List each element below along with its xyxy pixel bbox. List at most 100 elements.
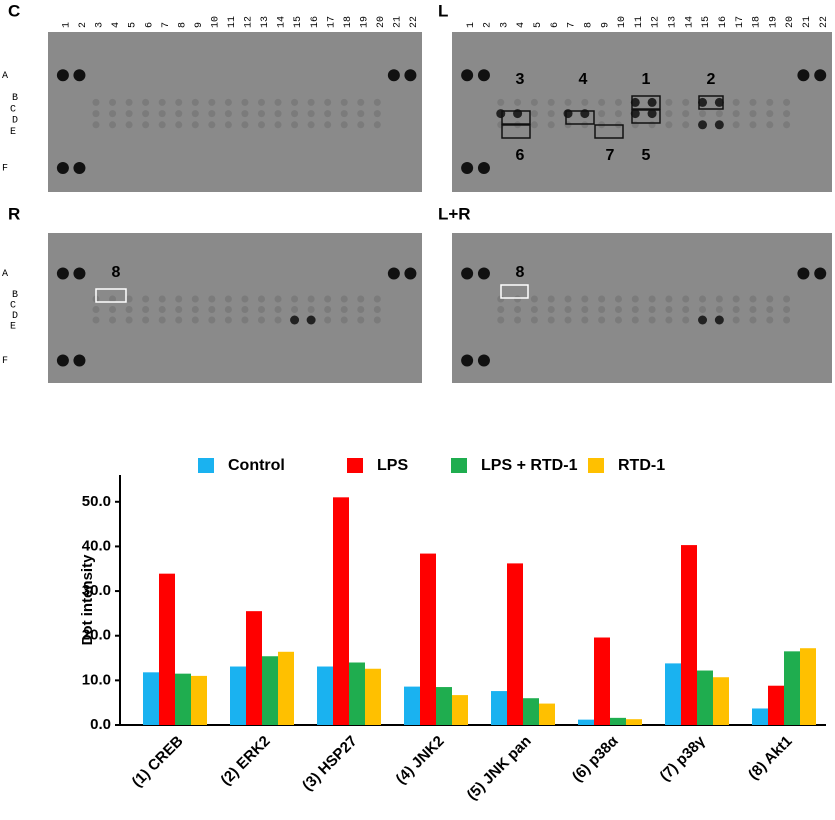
column-number: 13 xyxy=(668,16,679,28)
dot xyxy=(274,121,282,129)
box-label: 8 xyxy=(112,264,121,281)
bar xyxy=(365,668,381,725)
row-letter: B xyxy=(12,290,18,301)
bar xyxy=(800,648,816,725)
dot xyxy=(564,316,572,324)
dot xyxy=(208,306,216,313)
legend-label: Control xyxy=(228,457,285,474)
dot xyxy=(387,69,400,82)
dot xyxy=(477,69,490,82)
column-number: 5 xyxy=(128,22,139,28)
dot xyxy=(340,98,348,106)
dot xyxy=(547,316,555,324)
dot xyxy=(783,121,791,129)
dot xyxy=(241,121,249,129)
bar xyxy=(452,695,468,725)
dot xyxy=(109,306,117,313)
dot xyxy=(648,306,656,313)
dot xyxy=(665,110,673,118)
dot xyxy=(125,306,133,313)
dot xyxy=(324,121,332,129)
bar xyxy=(594,637,610,725)
dot xyxy=(324,110,332,118)
dot xyxy=(109,110,117,118)
column-number: 1 xyxy=(62,22,73,28)
box-label: 2 xyxy=(707,71,716,88)
bar xyxy=(262,656,278,725)
dot xyxy=(461,162,474,174)
row-letter: A xyxy=(2,71,8,82)
dot xyxy=(682,295,690,303)
x-tick-label: (5) JNK pan xyxy=(464,733,535,804)
bar xyxy=(246,611,262,725)
bar xyxy=(349,662,365,725)
dot xyxy=(191,295,199,303)
dot xyxy=(241,306,249,313)
column-number: 22 xyxy=(409,16,420,28)
y-tick-label: 30.0 xyxy=(82,582,111,599)
bar xyxy=(420,553,436,725)
dot xyxy=(373,98,381,106)
dot xyxy=(530,295,538,303)
dot xyxy=(142,121,150,129)
column-number: 17 xyxy=(326,16,337,28)
column-number: 2 xyxy=(78,22,89,28)
box xyxy=(501,124,531,139)
dot xyxy=(783,295,791,303)
dot xyxy=(714,120,724,130)
dot xyxy=(749,98,757,106)
box-label: 7 xyxy=(606,147,615,164)
dot xyxy=(357,306,365,313)
dot xyxy=(547,98,555,106)
box xyxy=(631,95,661,110)
dot xyxy=(514,316,522,324)
dot xyxy=(682,316,690,324)
dot xyxy=(715,306,723,313)
dot xyxy=(564,306,572,313)
dot xyxy=(665,121,673,129)
dot xyxy=(614,295,622,303)
x-tick-label: (2) ERK2 xyxy=(217,733,273,789)
box xyxy=(501,110,531,125)
dot xyxy=(175,98,183,106)
dot xyxy=(274,316,282,324)
dot xyxy=(56,69,69,82)
dot xyxy=(783,316,791,324)
column-number: 3 xyxy=(499,22,510,28)
box-label: 3 xyxy=(516,71,525,88)
dot xyxy=(547,295,555,303)
dot xyxy=(191,121,199,129)
legend-swatch xyxy=(198,458,214,473)
dot xyxy=(714,315,724,325)
dot xyxy=(357,316,365,324)
box-label: 6 xyxy=(516,147,525,164)
column-number: 4 xyxy=(111,22,122,28)
dot xyxy=(581,98,589,106)
dot xyxy=(291,121,299,129)
dot xyxy=(257,306,265,313)
dot xyxy=(547,306,555,313)
dot xyxy=(497,98,505,106)
box xyxy=(565,110,595,125)
dot xyxy=(73,162,86,174)
bar xyxy=(175,673,191,725)
dot xyxy=(224,295,232,303)
column-number: 9 xyxy=(194,22,205,28)
dot xyxy=(158,121,166,129)
legend-swatch xyxy=(588,458,604,473)
dot xyxy=(357,121,365,129)
column-number: 19 xyxy=(359,16,370,28)
dot xyxy=(340,121,348,129)
bar xyxy=(539,703,555,725)
dot xyxy=(766,110,774,118)
panel-label: L+R xyxy=(438,204,471,223)
column-number: 14 xyxy=(684,16,695,28)
dot xyxy=(797,69,810,82)
dot xyxy=(208,316,216,324)
bar xyxy=(159,573,175,725)
dot xyxy=(125,121,133,129)
dot xyxy=(224,316,232,324)
dot xyxy=(307,306,315,313)
dot xyxy=(92,98,100,106)
bar xyxy=(610,717,626,725)
